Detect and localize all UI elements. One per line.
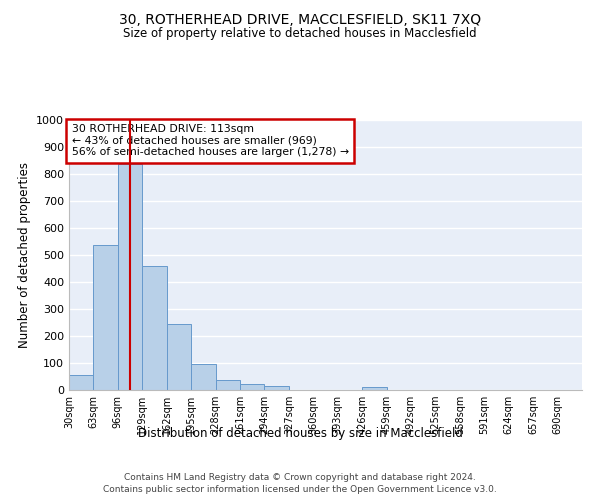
Text: Distribution of detached houses by size in Macclesfield: Distribution of detached houses by size … (137, 428, 463, 440)
Text: Size of property relative to detached houses in Macclesfield: Size of property relative to detached ho… (123, 28, 477, 40)
Text: 30 ROTHERHEAD DRIVE: 113sqm
← 43% of detached houses are smaller (969)
56% of se: 30 ROTHERHEAD DRIVE: 113sqm ← 43% of det… (71, 124, 349, 157)
Bar (167, 324, 191, 390)
Bar (94, 244, 118, 390)
Bar (240, 384, 265, 390)
Text: 30, ROTHERHEAD DRIVE, MACCLESFIELD, SK11 7XQ: 30, ROTHERHEAD DRIVE, MACCLESFIELD, SK11… (119, 12, 481, 26)
Bar (191, 364, 215, 390)
Bar (118, 164, 142, 390)
Bar (215, 380, 240, 390)
Bar (265, 386, 289, 390)
Bar (69, 375, 94, 390)
Y-axis label: Number of detached properties: Number of detached properties (17, 162, 31, 348)
Text: Contains public sector information licensed under the Open Government Licence v3: Contains public sector information licen… (103, 485, 497, 494)
Bar (362, 387, 386, 390)
Text: Contains HM Land Registry data © Crown copyright and database right 2024.: Contains HM Land Registry data © Crown c… (124, 472, 476, 482)
Bar (142, 266, 167, 390)
